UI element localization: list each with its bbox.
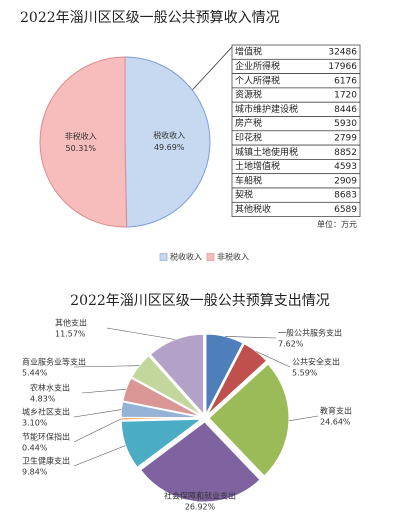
table-value: 8852 [334, 148, 357, 158]
table-value: 32486 [328, 48, 357, 58]
table-value: 2799 [334, 133, 357, 143]
slice-label: 城乡社区支出 [22, 407, 70, 417]
slice-label: 节能环保指出 [22, 432, 70, 442]
table-name: 资源税 [235, 89, 262, 101]
slice-value: 9.84% [22, 468, 48, 477]
leader-line [256, 351, 291, 368]
slice-value: 24.64% [320, 418, 351, 427]
table-value: 4593 [334, 162, 357, 172]
table-name: 其他税收 [235, 203, 271, 215]
table-name: 印花税 [235, 131, 262, 143]
pie-slice [149, 333, 205, 416]
slice-label: 农林水支出 [30, 383, 70, 393]
table-value: 1720 [334, 91, 357, 101]
table-value: 6589 [334, 205, 357, 215]
leader-line [73, 365, 140, 368]
legend-swatch [159, 253, 168, 261]
slice-label: 社会保障和就业支出 [164, 491, 236, 501]
table-value: 6176 [334, 76, 357, 86]
slice-value: 0.44% [22, 444, 48, 453]
chart-title: 2022年淄川区区级一般公共预算支出情况 [70, 293, 330, 309]
table-name: 企业所得税 [235, 60, 280, 72]
table-name: 车船税 [235, 174, 262, 186]
legend-label: 税收收入 [170, 252, 202, 262]
leader-line [73, 418, 122, 443]
leader-line [197, 489, 201, 502]
slice-label: 公共安全支出 [292, 357, 340, 367]
slice-value: 5.59% [292, 369, 318, 378]
leader-line [106, 327, 176, 340]
slice-value: 49.69% [154, 143, 185, 152]
slice-label: 商业服务业等支出 [22, 357, 86, 367]
leader-line [224, 336, 277, 339]
slice-value: 50.31% [66, 144, 97, 153]
slice-label: 税收收入 [153, 130, 185, 140]
pie-slice [206, 343, 268, 416]
leader-line [73, 409, 122, 418]
table-note: 单位：万元 [317, 219, 357, 229]
table-name: 城镇土地使用税 [235, 146, 298, 158]
slice-value: 7.62% [278, 340, 304, 349]
table-value: 5930 [334, 119, 357, 129]
table-value: 8446 [334, 105, 357, 115]
slice-value: 5.44% [22, 369, 48, 378]
leader-line [288, 415, 319, 422]
pie-slice [120, 401, 202, 419]
table-name: 契税 [235, 189, 253, 201]
leader-line [81, 388, 127, 394]
table-name: 土地增值税 [235, 160, 280, 172]
legend-label: 非税收入 [217, 252, 249, 262]
table-cell [231, 201, 361, 217]
table-name: 增值税 [235, 46, 262, 58]
legend-swatch [206, 253, 215, 261]
table-name: 个人所得税 [235, 74, 280, 86]
slice-value: 11.57% [55, 330, 86, 339]
slice-label: 一般公共服务支出 [278, 328, 342, 338]
pie-slice [208, 363, 290, 477]
slice-label: 教育支出 [320, 406, 352, 416]
pie-slice [131, 355, 203, 416]
pie-slice [39, 56, 128, 228]
slice-label: 其他支出 [55, 318, 87, 328]
pie-slice [120, 418, 203, 468]
chart-title: 2022年淄川区区级一般公共预算收入情况 [20, 10, 280, 26]
slice-label: 非税收入 [65, 131, 97, 141]
pie-slice [124, 56, 211, 228]
slice-value: 4.83% [30, 395, 56, 404]
table-value: 2909 [334, 176, 357, 186]
table-name: 房产税 [235, 117, 262, 129]
slice-value: 26.92% [185, 503, 216, 512]
table-value: 17966 [328, 62, 357, 72]
leader-line [73, 445, 126, 467]
table-name: 城市维护建设税 [235, 103, 298, 115]
slice-label: 卫生健康支出 [22, 456, 70, 466]
table-value: 8683 [334, 191, 357, 201]
slice-value: 3.10% [22, 419, 48, 428]
